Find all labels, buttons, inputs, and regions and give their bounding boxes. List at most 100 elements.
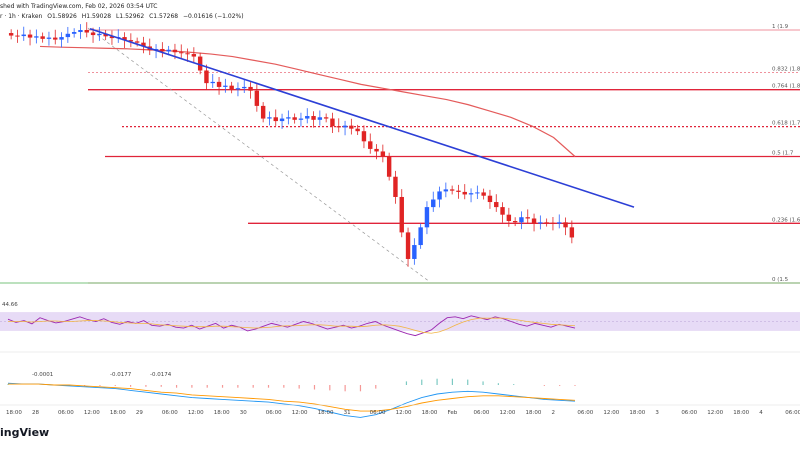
candle-body	[418, 227, 423, 246]
time-tick-label: 06:00	[681, 410, 697, 416]
candle-body	[46, 37, 52, 39]
time-tick-label: 06:00	[266, 410, 282, 416]
candle-body	[424, 207, 430, 228]
candle-body	[134, 41, 140, 43]
candle-body	[336, 126, 341, 128]
bearish-trendline	[89, 27, 635, 208]
candle-body	[525, 217, 530, 219]
fib-label-0.618: 0.618 (1.7	[772, 121, 800, 127]
candle-body	[210, 81, 215, 84]
candle-body	[380, 151, 386, 157]
time-tick-label: 18:00	[525, 410, 541, 416]
fib-label-0.764: 0.764 (1.8	[772, 84, 800, 90]
time-tick-label: 06:00	[577, 410, 593, 416]
time-tick-label: 29	[136, 410, 143, 416]
candle-body	[550, 222, 556, 224]
candle-body	[323, 117, 329, 119]
time-tick-label: 18:00	[629, 410, 645, 416]
time-tick-label: 12:00	[84, 410, 100, 416]
candle-body	[65, 33, 71, 38]
candle-body	[21, 34, 26, 37]
candle-body	[355, 128, 360, 132]
candle-body	[569, 227, 575, 238]
symbol-info: r · 1h · Kraken	[0, 13, 43, 20]
candle-body	[197, 56, 203, 71]
time-tick-label: 2	[551, 410, 555, 416]
candle-body	[374, 148, 379, 152]
time-tick-label: 12:00	[396, 410, 412, 416]
candle-body	[40, 36, 45, 39]
time-tick-label: 12:00	[500, 410, 516, 416]
candle-body	[279, 118, 285, 122]
time-tick-label: 18:00	[733, 410, 749, 416]
candle-body	[361, 131, 367, 142]
candle-body	[519, 217, 524, 223]
candle-body	[475, 192, 480, 194]
macd-value-label: -0.0177	[110, 372, 132, 378]
time-tick-label: 12:00	[292, 410, 308, 416]
candle-body	[97, 33, 102, 36]
candle-body	[544, 222, 549, 224]
candle-body	[481, 192, 486, 196]
candle-body	[449, 189, 455, 191]
candle-body	[431, 199, 436, 208]
rsi-value-label: 44.66	[2, 302, 18, 308]
candle-body	[405, 232, 411, 259]
candle-body	[412, 245, 417, 259]
candle-body	[90, 32, 96, 36]
candle-body	[292, 117, 297, 120]
time-tick-label: 4	[759, 410, 763, 416]
candle-body	[342, 125, 348, 128]
candle-body	[160, 48, 165, 52]
ohlc-high: H1.59028	[81, 13, 112, 20]
candle-body	[27, 34, 33, 38]
time-tick-label: 30	[240, 410, 247, 416]
candle-body	[216, 81, 222, 87]
candle-body	[330, 118, 335, 127]
time-tick-label: 06:00	[58, 410, 74, 416]
candle-body	[386, 156, 392, 177]
candle-body	[185, 53, 190, 55]
candle-body	[191, 54, 197, 57]
candle-body	[128, 40, 134, 42]
candle-body	[248, 86, 253, 91]
candle-body	[368, 141, 373, 149]
candle-body	[443, 189, 449, 192]
time-tick-label: 3	[655, 410, 659, 416]
candle-body	[109, 36, 115, 39]
fib-label-0.5: 0.5 (1.7	[772, 151, 794, 157]
tradingview-logo: ingView	[0, 426, 50, 439]
candle-body	[311, 116, 316, 120]
rsi-pane: 44.66	[0, 302, 800, 337]
candle-body	[84, 30, 89, 33]
candle-body	[141, 42, 146, 47]
time-tick-label: 06:00	[785, 410, 800, 416]
candle-body	[59, 37, 64, 40]
candle-body	[399, 196, 404, 233]
candle-body	[204, 70, 209, 84]
trendline	[89, 27, 635, 208]
time-tick-label: 12:00	[707, 410, 723, 416]
candle-body	[71, 32, 77, 34]
rsi-ma-line	[8, 317, 576, 334]
moving-average	[39, 45, 576, 157]
candle-body	[317, 117, 323, 120]
ma-line	[39, 45, 576, 157]
candle-body	[34, 36, 39, 38]
candle-body	[122, 37, 127, 41]
candle-body	[487, 195, 493, 203]
fib-label-0.832: 0.832 (1.8	[772, 67, 800, 73]
candle-body	[254, 90, 260, 106]
candle-body	[437, 191, 442, 200]
time-tick-label: 06:00	[370, 410, 386, 416]
time-tick-label: 12:00	[603, 410, 619, 416]
time-tick-label: 12:00	[188, 410, 204, 416]
time-tick-label: 18:00	[6, 410, 22, 416]
candle-body	[538, 222, 543, 224]
ohlc-bar: r · 1h · Kraken O1.58926 H1.59028 L1.529…	[0, 10, 247, 24]
candle-body	[242, 86, 247, 89]
signal-line	[8, 383, 576, 412]
candle-body	[305, 116, 310, 119]
candle-body	[349, 125, 354, 129]
